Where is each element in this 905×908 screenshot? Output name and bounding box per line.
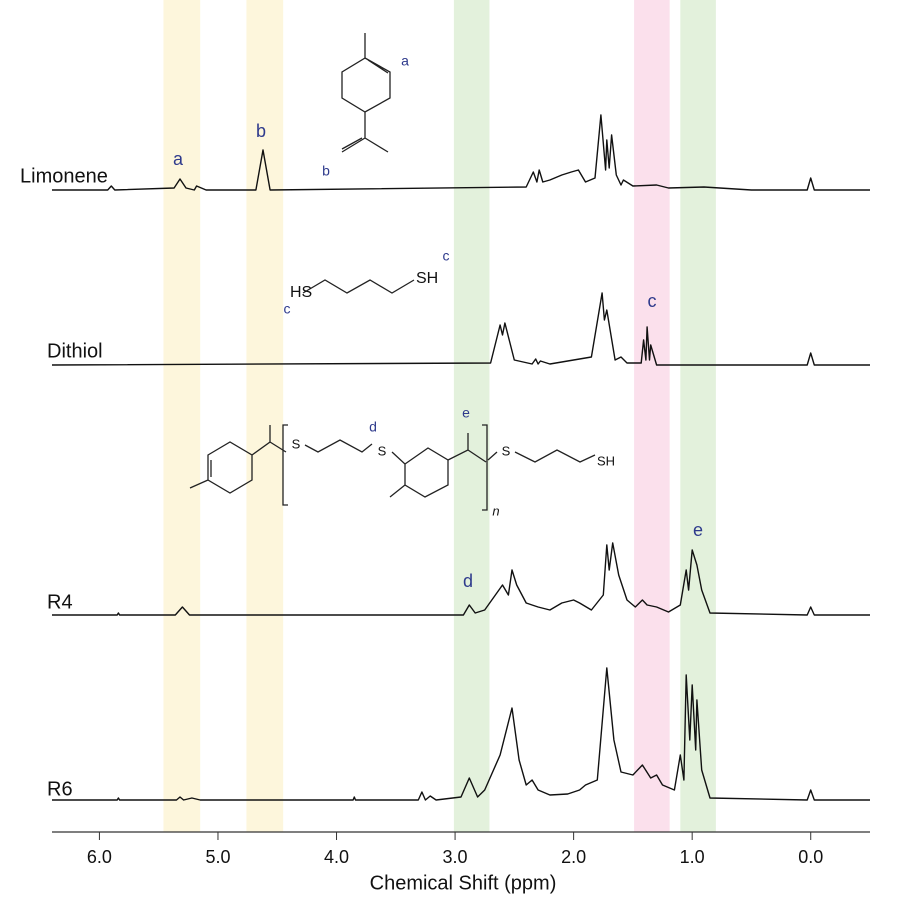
peak-label: e	[693, 520, 703, 540]
peak-label: d	[463, 571, 473, 591]
peak-label: c	[648, 291, 657, 311]
x-tick-label: 3.0	[443, 847, 468, 867]
limonene-structure	[341, 33, 391, 153]
spectrum-line	[51, 292, 870, 366]
highlight-band	[246, 0, 284, 832]
series-label: Limonene	[20, 165, 108, 187]
plot-layer: Limonene Dithiol R4 R6	[20, 114, 870, 801]
x-tick-label: 2.0	[561, 847, 586, 867]
spectrum-line	[52, 114, 870, 191]
peak-label: b	[256, 121, 266, 141]
peak-label: c	[284, 301, 291, 317]
x-tick-label: 1.0	[680, 847, 705, 867]
series-label: R4	[47, 591, 73, 613]
atom-label: HS	[290, 284, 312, 301]
x-axis-label: Chemical Shift (ppm)	[370, 872, 557, 894]
x-tick-label: 0.0	[798, 847, 823, 867]
series-label: Dithiol	[47, 340, 103, 362]
dithiol-structure	[302, 279, 415, 294]
peak-label: b	[322, 163, 330, 179]
atom-label: n	[492, 503, 499, 518]
polymer-structure	[189, 424, 596, 511]
x-tick-label: 4.0	[324, 847, 349, 867]
structures	[189, 33, 596, 511]
peak-label: d	[369, 419, 377, 435]
atom-label: S	[292, 436, 301, 451]
series-label: R6	[47, 778, 73, 800]
highlight-band	[453, 0, 490, 832]
x-tick-label: 6.0	[87, 847, 112, 867]
peak-label: c	[443, 248, 450, 264]
peak-label: e	[462, 405, 470, 421]
peak-label: a	[173, 149, 184, 169]
spectrum-line	[52, 542, 870, 616]
atom-label: S	[502, 443, 511, 458]
highlight-band	[634, 0, 670, 832]
highlight-band	[163, 0, 201, 832]
peak-label: a	[401, 53, 409, 69]
highlight-layer	[163, 0, 716, 832]
atom-label: SH	[597, 453, 615, 468]
atom-label: SH	[416, 270, 438, 287]
x-tick-label: 5.0	[205, 847, 230, 867]
spectrum-line	[52, 667, 870, 801]
atom-label: S	[378, 443, 387, 458]
